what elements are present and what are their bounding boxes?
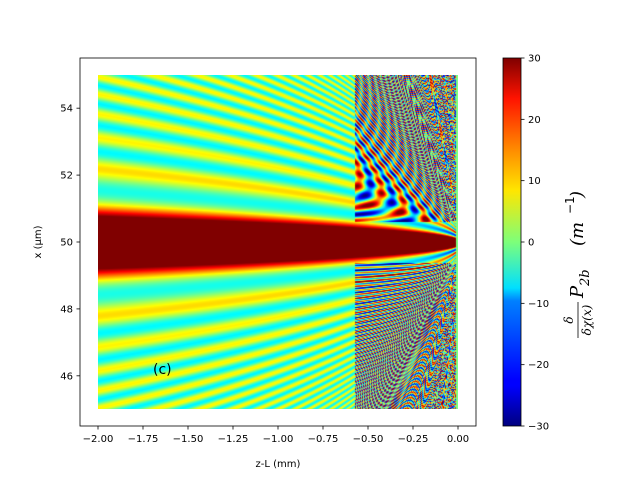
x-tick-label: −2.00 — [83, 434, 114, 445]
colorbar-label-unit: (m — [567, 222, 588, 246]
colorbar-tick-label: 0 — [528, 238, 534, 249]
colorbar-label-unit-exponent: −1 — [563, 196, 577, 214]
colorbar-label: δ δχ(x) P 2b (m −1 ) — [562, 191, 594, 338]
x-tick-label: −1.50 — [173, 434, 204, 445]
x-axis: −2.00 −1.75 −1.50 −1.25 −1.00 −0.75 −0.50 −0.25… — [83, 426, 469, 445]
colorbar-tick-label: 20 — [528, 115, 541, 126]
y-axis: 46 48 50 52 54 — [60, 104, 80, 382]
colorbar — [502, 57, 522, 427]
x-axis-label: z-L (mm) — [256, 459, 301, 470]
colorbar-label-unit-close: ) — [567, 191, 588, 199]
x-tick-label: −0.75 — [308, 434, 339, 445]
y-tick-label: 48 — [60, 304, 73, 315]
x-tick-label: −1.00 — [263, 434, 294, 445]
panel-annotation: (c) — [153, 362, 172, 378]
colorbar-label-symbol: P — [567, 285, 588, 299]
colorbar-label-num: δ — [562, 316, 576, 323]
colorbar-tick-label: −10 — [528, 299, 549, 310]
colorbar-label-subscript: 2b — [578, 269, 593, 287]
x-tick-label: −1.25 — [218, 434, 249, 445]
heatmap — [98, 74, 458, 410]
y-tick-label: 46 — [60, 371, 73, 382]
x-tick-label: −0.25 — [398, 434, 429, 445]
colorbar-tick-label: −30 — [528, 422, 549, 433]
heatmap-canvas — [98, 74, 458, 410]
x-tick-label: 0.00 — [447, 434, 469, 445]
colorbar-ticks: 30 20 10 0 −10 −20 −30 — [521, 54, 549, 433]
y-axis-label: x (μm) — [33, 225, 44, 258]
x-tick-label: −1.75 — [128, 434, 159, 445]
y-tick-label: 52 — [60, 171, 73, 182]
colorbar-tick-label: 30 — [528, 54, 541, 65]
colorbar-tick-label: −20 — [528, 360, 549, 371]
colorbar-tick-label: 10 — [528, 176, 541, 187]
x-tick-label: −0.50 — [353, 434, 384, 445]
y-tick-label: 54 — [60, 104, 73, 115]
y-tick-label: 50 — [60, 238, 73, 249]
colorbar-label-den: δχ(x) — [580, 304, 594, 335]
